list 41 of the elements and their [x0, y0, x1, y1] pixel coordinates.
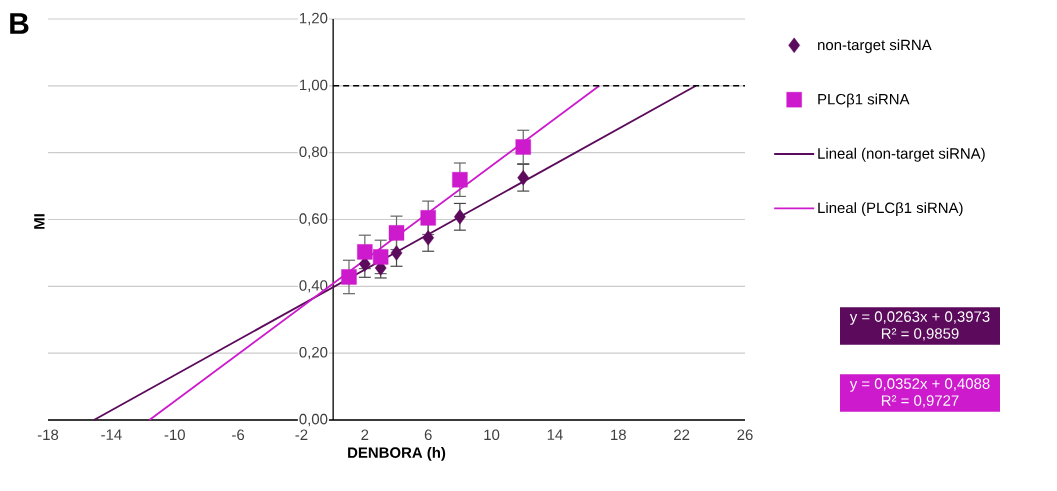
y-axis-title: MI	[34, 214, 45, 229]
point	[515, 139, 531, 155]
x-tick-label: 6	[424, 429, 432, 441]
y-tick-label: 0,40	[299, 280, 328, 293]
x-tick-label: -14	[101, 429, 122, 440]
text: y = 0,0263x + 0,3973	[849, 311, 990, 325]
legend-label: non-target siRNA	[818, 39, 932, 54]
x-tick-label: 26	[737, 429, 753, 441]
point	[390, 245, 403, 261]
text: R² = 0,9859	[881, 328, 959, 341]
point	[388, 225, 405, 241]
y-tick-label: 1,20	[300, 12, 328, 26]
x-tick-label: 2	[361, 429, 369, 440]
x-tick-label: -10	[164, 429, 185, 441]
point	[372, 249, 389, 265]
x-tick-label: 22	[674, 429, 690, 440]
point	[422, 230, 435, 246]
y-tick-label: 0,00	[299, 413, 328, 427]
text: y = 0,0352x + 0,4088	[849, 378, 990, 392]
x-axis-title: DENBORA (h)	[348, 446, 446, 461]
point	[420, 210, 436, 226]
point	[357, 244, 373, 260]
x-tick-label: -18	[37, 429, 59, 441]
legend-label: PLCβ1 siRNA	[818, 93, 910, 108]
x-tick-label: -2	[295, 429, 308, 440]
x-tick-label: -6	[232, 429, 245, 441]
x-tick-label: 18	[611, 429, 626, 441]
y-tick-label: 0,80	[299, 146, 328, 159]
x-tick-label: 14	[547, 429, 563, 440]
legend-label: Lineal (non-target siRNA)	[818, 147, 985, 162]
point	[341, 269, 357, 285]
text: R² = 0,9727	[881, 395, 959, 408]
x-tick-label: 10	[484, 429, 500, 441]
y-tick-label: 0,60	[299, 213, 328, 226]
y-tick-label: 0,20	[299, 346, 328, 360]
legend-label: Lineal (PLCβ1 siRNA)	[818, 202, 963, 217]
point	[517, 170, 530, 186]
point	[452, 172, 468, 188]
chart-title: B	[10, 13, 29, 34]
y-tick-label: 1,00	[300, 79, 328, 92]
point	[454, 209, 466, 225]
